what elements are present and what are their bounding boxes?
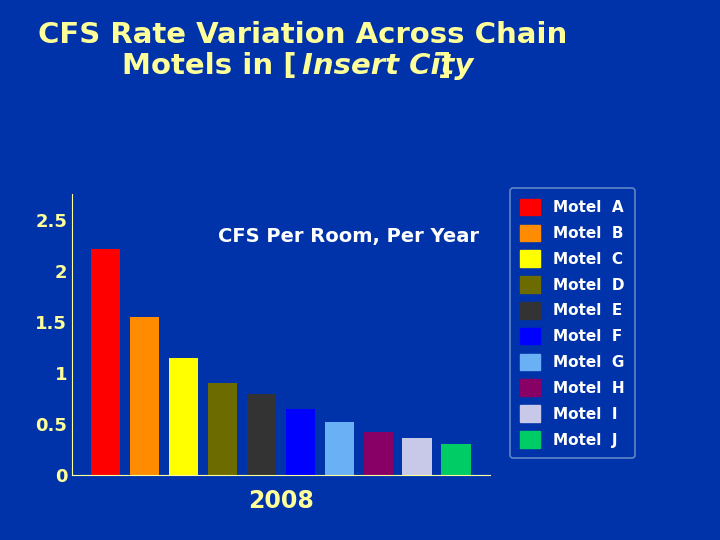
Bar bbox=[130, 317, 159, 475]
Text: CFS Per Room, Per Year: CFS Per Room, Per Year bbox=[218, 227, 480, 246]
Bar bbox=[364, 433, 392, 475]
Text: CFS Rate Variation Across Chain: CFS Rate Variation Across Chain bbox=[37, 21, 567, 49]
Bar bbox=[286, 409, 315, 475]
Text: Insert City: Insert City bbox=[302, 52, 474, 80]
Text: ]: ] bbox=[428, 52, 452, 80]
Bar bbox=[169, 358, 198, 475]
Text: Motels in [: Motels in [ bbox=[122, 52, 302, 80]
Bar bbox=[91, 248, 120, 475]
Bar bbox=[441, 443, 471, 475]
Bar bbox=[402, 438, 432, 475]
Bar bbox=[325, 422, 354, 475]
X-axis label: 2008: 2008 bbox=[248, 489, 314, 513]
Bar bbox=[247, 394, 276, 475]
Legend: Motel  A, Motel  B, Motel  C, Motel  D, Motel  E, Motel  F, Motel  G, Motel  H, : Motel A, Motel B, Motel C, Motel D, Mote… bbox=[510, 188, 635, 458]
Bar bbox=[208, 383, 237, 475]
